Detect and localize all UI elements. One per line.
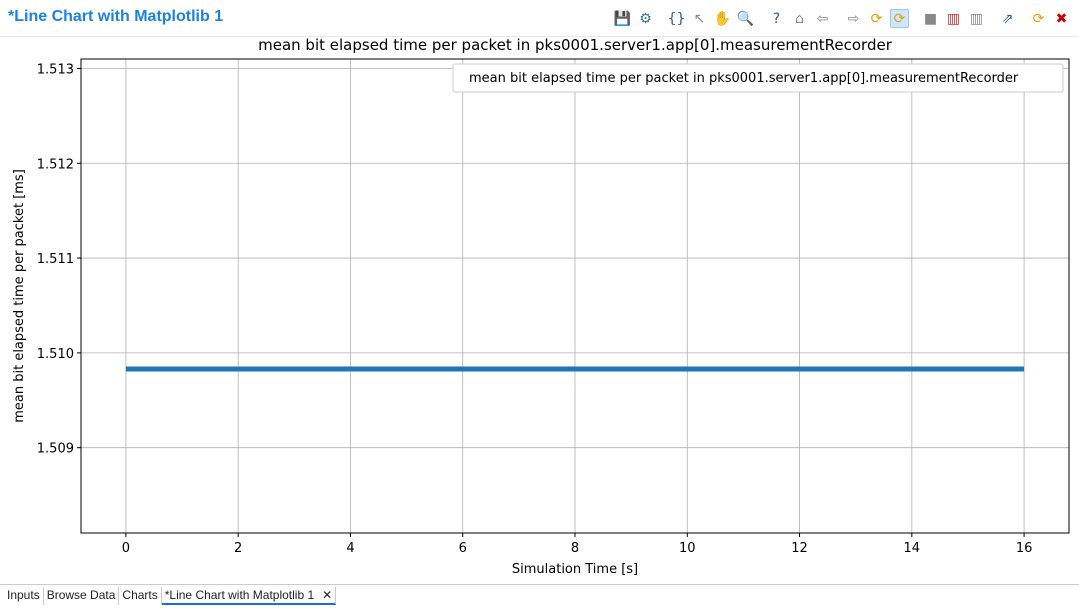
pointer-icon[interactable]: ↖ <box>693 10 706 27</box>
editor-title: *Line Chart with Matplotlib 1 <box>8 8 224 25</box>
chart-icon[interactable]: ▥ <box>946 10 961 27</box>
close-tab-icon[interactable]: ✕ <box>322 588 333 602</box>
y-tick-label: 1.510 <box>37 347 74 362</box>
tab-label: Charts <box>122 588 158 602</box>
tab-browse-data[interactable]: Browse Data <box>44 587 120 605</box>
copy-refresh-icon[interactable]: ⟳ <box>1032 10 1045 27</box>
bottom-tab-bar: Inputs Browse Data Charts *Line Chart with … <box>0 584 1079 612</box>
gear-icon[interactable]: ⚙ <box>639 10 652 27</box>
x-tick-label: 8 <box>571 541 579 556</box>
x-tick-label: 16 <box>1016 541 1033 556</box>
help-icon[interactable]: ? <box>772 10 781 27</box>
x-tick-label: 4 <box>346 541 354 556</box>
zoom-icon[interactable]: 🔍 <box>736 10 755 27</box>
save-icon[interactable]: 💾 <box>613 10 632 27</box>
forward-icon[interactable]: ⇨ <box>847 10 860 27</box>
x-tick-label: 2 <box>234 541 242 556</box>
x-tick-label: 6 <box>459 541 467 556</box>
legend: mean bit elapsed time per packet in pks0… <box>452 63 1064 93</box>
y-tick-label: 1.509 <box>37 442 74 457</box>
back-icon[interactable]: ⇦ <box>816 10 829 27</box>
tab-charts[interactable]: Charts <box>119 587 162 605</box>
export-icon[interactable]: ⇗ <box>1001 10 1014 27</box>
line-chart: mean bit elapsed time per packet in pks0… <box>12 36 1070 577</box>
y-tick-label: 1.511 <box>37 252 74 267</box>
chart-title: mean bit elapsed time per packet in pks0… <box>258 36 893 54</box>
legend-label: mean bit elapsed time per packet in pks0… <box>469 71 1019 86</box>
x-axis-label: Simulation Time [s] <box>512 562 638 577</box>
plot-frame <box>80 58 1070 534</box>
hand-icon[interactable]: ✋ <box>713 10 732 27</box>
close-icon[interactable]: ✖ <box>1055 10 1068 27</box>
y-tick-label: 1.513 <box>37 62 74 77</box>
home-icon[interactable]: ⌂ <box>795 10 804 27</box>
x-tick-label: 10 <box>679 541 696 556</box>
toolbar: 💾 ⚙ {} ↖ ✋ 🔍? ⌂ ⇦ ⇨ ⟳ ⟳ ■ ▥ ▥ ⇗ ⟳ ✖ <box>613 9 1071 28</box>
tab-label: Browse Data <box>46 588 116 602</box>
braces-icon[interactable]: {} <box>667 10 686 27</box>
x-tick-label: 12 <box>791 541 808 556</box>
chart-gray-icon[interactable]: ▥ <box>969 10 984 27</box>
editor-header: *Line Chart with Matplotlib 1 💾 ⚙ {} ↖ ✋ 🔍? ⌂ ⇦… <box>0 0 1079 37</box>
tab-label: *Line Chart with Matplotlib 1 <box>164 588 315 602</box>
x-tick-label: 14 <box>904 541 921 556</box>
x-tick-label: 0 <box>122 541 130 556</box>
stop-icon[interactable]: ■ <box>923 10 938 27</box>
refresh-icon[interactable]: ⟳ <box>870 10 883 27</box>
tab-inputs[interactable]: Inputs <box>4 587 44 605</box>
tab-line-chart-with-matplotlib-1[interactable]: *Line Chart with Matplotlib 1 ✕ <box>161 587 337 605</box>
y-tick-label: 1.512 <box>37 157 74 172</box>
y-axis-label: mean bit elapsed time per packet [ms] <box>12 169 27 423</box>
tab-label: Inputs <box>7 588 40 602</box>
auto-refresh-icon[interactable]: ⟳ <box>890 9 909 28</box>
